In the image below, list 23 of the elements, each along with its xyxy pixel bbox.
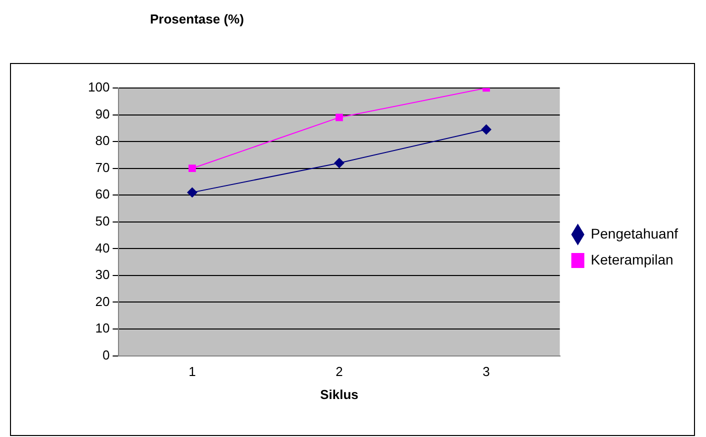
point xyxy=(187,187,198,198)
y-tick-label: 0 xyxy=(102,347,110,362)
y-tick-label: 50 xyxy=(95,213,110,228)
y-tick-label: 40 xyxy=(95,240,110,256)
legend-label: Pengetahuanf xyxy=(590,225,678,242)
x-axis-title: Siklus xyxy=(320,386,358,402)
point xyxy=(334,158,344,168)
x-tick-label: 1 xyxy=(188,364,196,380)
point xyxy=(481,124,492,135)
x-tick-label: 2 xyxy=(336,364,343,380)
y-tick-label: 60 xyxy=(95,186,110,202)
x-tick-label: 3 xyxy=(482,364,490,380)
y-tick-label: 90 xyxy=(95,106,110,122)
y-tick-label: 30 xyxy=(95,267,110,282)
y-tick-label: 80 xyxy=(95,133,110,148)
y-tick-label: 20 xyxy=(95,294,110,309)
point xyxy=(188,164,196,172)
point xyxy=(336,114,343,122)
y-tick-label: 100 xyxy=(88,80,110,95)
y-tick-label: 10 xyxy=(95,320,110,336)
y-tick-label: 70 xyxy=(95,160,110,175)
legend-label: Keterampilan xyxy=(590,251,674,268)
chart-title: Prosentase (%) xyxy=(150,12,244,27)
